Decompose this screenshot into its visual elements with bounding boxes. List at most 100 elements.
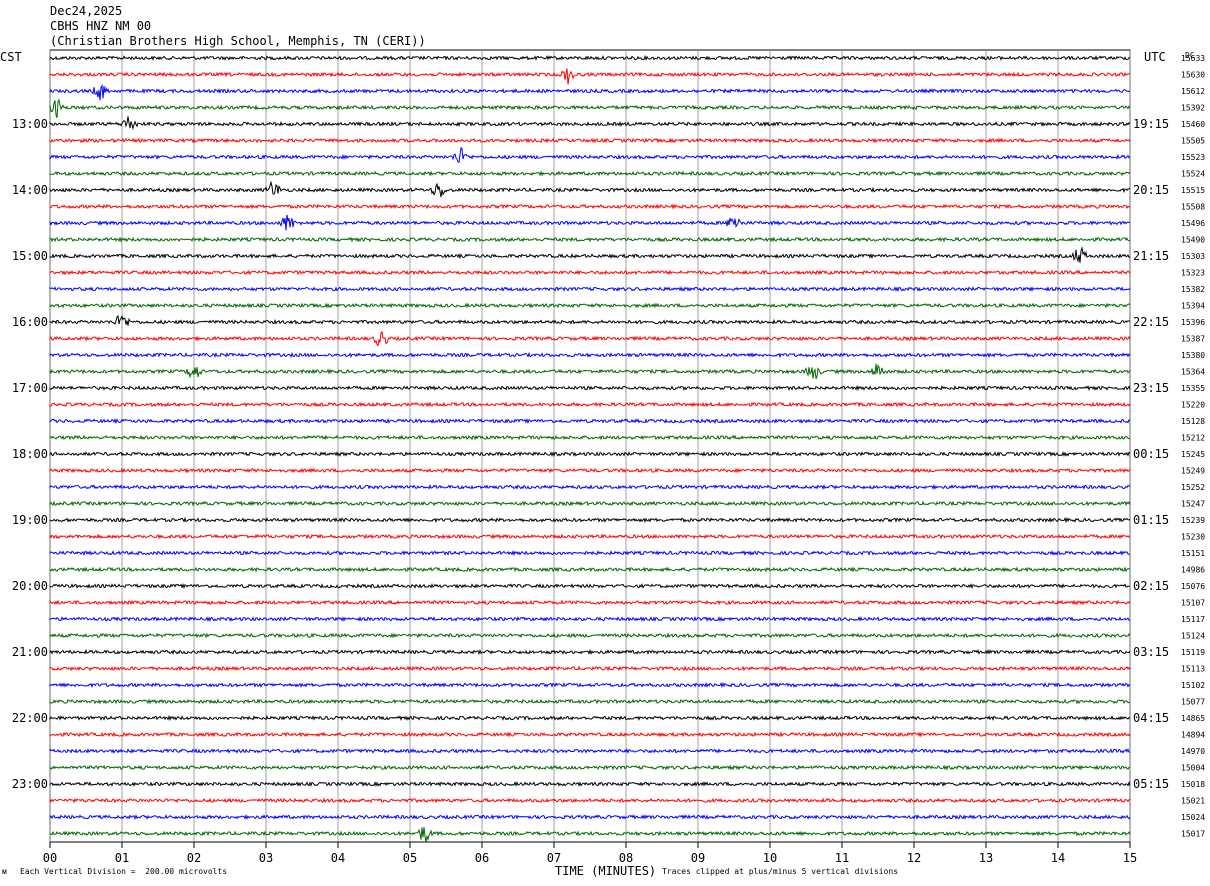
dc-offset-label-19: 15364: [1181, 368, 1205, 377]
dc-offset-label-38: 15102: [1181, 681, 1205, 690]
dc-offset-label-27: 15247: [1181, 500, 1205, 509]
right-hour-label-03:15: 03:15: [1133, 645, 1169, 659]
trace-38: [49, 681, 1131, 689]
trace-40: [49, 714, 1131, 722]
trace-28: [49, 516, 1131, 524]
dc-offset-label-18: 15380: [1181, 351, 1205, 360]
trace-22: [49, 417, 1131, 425]
plot-date: Dec24,2025: [50, 4, 123, 18]
dc-offset-label-14: 15382: [1181, 285, 1205, 294]
right-hour-label-04:15: 04:15: [1133, 711, 1169, 725]
dc-offset-label-20: 15355: [1181, 384, 1205, 393]
label-group: 00 01 02 03 04 05 06 07 08 09 10 11 12 13 14 15 15633 156…: [12, 54, 1205, 865]
right-timezone-label: UTC: [1144, 50, 1166, 64]
right-hour-label-02:15: 02:15: [1133, 579, 1169, 593]
dc-offset-label-12: 15303: [1181, 252, 1205, 261]
dc-offset-label-22: 15128: [1181, 417, 1205, 426]
left-hour-label-15:00: 15:00: [12, 249, 48, 263]
trace-17: [49, 330, 1131, 347]
trace-2: [49, 84, 1131, 101]
dc-offset-label-42: 14970: [1181, 747, 1205, 756]
dc-offset-label-21: 15220: [1181, 401, 1205, 410]
plot-frame: [49, 49, 1131, 843]
scale-note: Each Vertical Division = 200.00 microvol…: [20, 867, 228, 876]
trace-group: [49, 54, 1131, 843]
x-tick-label-10: 10: [763, 851, 777, 865]
dc-offset-label-0: 15633: [1181, 54, 1205, 63]
trace-4: [49, 116, 1131, 131]
dc-offset-label-23: 15212: [1181, 434, 1205, 443]
trace-46: [49, 813, 1131, 821]
trace-43: [49, 764, 1131, 771]
dc-offset-label-4: 15460: [1181, 120, 1205, 129]
trace-30: [49, 549, 1131, 557]
dc-offset-label-45: 15021: [1181, 797, 1205, 806]
left-hour-label-17:00: 17:00: [12, 381, 48, 395]
x-tick-label-02: 02: [187, 851, 201, 865]
dc-offset-label-32: 15076: [1181, 582, 1205, 591]
trace-12: [49, 246, 1131, 263]
trace-23: [49, 434, 1131, 441]
right-hour-label-21:15: 21:15: [1133, 249, 1169, 263]
left-hour-label-18:00: 18:00: [12, 447, 48, 461]
x-tick-label-15: 15: [1123, 851, 1137, 865]
dc-offset-label-41: 14894: [1181, 731, 1205, 740]
x-tick-label-11: 11: [835, 851, 849, 865]
right-hour-label-22:15: 22:15: [1133, 315, 1169, 329]
dc-offset-label-36: 15119: [1181, 648, 1205, 657]
right-hour-label-05:15: 05:15: [1133, 777, 1169, 791]
trace-14: [49, 286, 1131, 293]
left-hour-label-21:00: 21:00: [12, 645, 48, 659]
left-hour-label-14:00: 14:00: [12, 183, 48, 197]
trace-21: [49, 401, 1131, 408]
trace-31: [49, 566, 1131, 573]
x-tick-label-01: 01: [115, 851, 129, 865]
x-tick-label-05: 05: [403, 851, 417, 865]
trace-16: [49, 315, 1131, 326]
dc-offset-label-46: 15024: [1181, 813, 1205, 822]
trace-45: [49, 797, 1131, 804]
left-hour-label-19:00: 19:00: [12, 513, 48, 527]
dc-offset-label-7: 15524: [1181, 170, 1205, 179]
dc-offset-label-34: 15117: [1181, 615, 1205, 624]
left-hour-label-23:00: 23:00: [12, 777, 48, 791]
trace-7: [49, 170, 1131, 177]
dc-offset-label-11: 15490: [1181, 236, 1205, 245]
trace-36: [49, 648, 1131, 656]
trace-3: [49, 98, 1131, 118]
trace-11: [49, 236, 1131, 243]
x-tick-label-12: 12: [907, 851, 921, 865]
x-tick-label-00: 00: [43, 851, 57, 865]
left-hour-label-13:00: 13:00: [12, 117, 48, 131]
dc-offset-label-17: 15387: [1181, 335, 1205, 344]
station-location: (Christian Brothers High School, Memphis…: [50, 34, 426, 48]
x-tick-label-08: 08: [619, 851, 633, 865]
dc-offset-label-43: 15004: [1181, 764, 1205, 773]
dc-offset-label-6: 15523: [1181, 153, 1205, 162]
dc-offset-label-31: 14986: [1181, 566, 1205, 575]
station-code: CBHS HNZ NM 00: [50, 19, 152, 33]
trace-19: [49, 363, 1131, 379]
minute-gridlines: [49, 50, 1131, 848]
trace-15: [49, 302, 1131, 309]
trace-9: [49, 203, 1131, 210]
trace-29: [49, 533, 1131, 540]
left-hour-label-16:00: 16:00: [12, 315, 48, 329]
trace-0: [49, 54, 1131, 61]
dc-offset-label-3: 15392: [1181, 104, 1205, 113]
x-tick-label-03: 03: [259, 851, 273, 865]
trace-25: [49, 467, 1131, 474]
dc-offset-label-39: 15077: [1181, 698, 1205, 707]
trace-32: [49, 583, 1131, 590]
right-hour-label-01:15: 01:15: [1133, 513, 1169, 527]
dc-offset-label-15: 15394: [1181, 302, 1205, 311]
dc-offset-label-37: 15113: [1181, 665, 1205, 674]
trace-35: [49, 632, 1131, 639]
dc-offset-label-44: 15018: [1181, 780, 1205, 789]
clip-note: Traces clipped at plus/minus 5 vertical …: [662, 867, 899, 876]
left-hour-label-22:00: 22:00: [12, 711, 48, 725]
dc-offset-label-47: 15017: [1181, 830, 1205, 839]
right-hour-label-23:15: 23:15: [1133, 381, 1169, 395]
x-tick-label-13: 13: [979, 851, 993, 865]
